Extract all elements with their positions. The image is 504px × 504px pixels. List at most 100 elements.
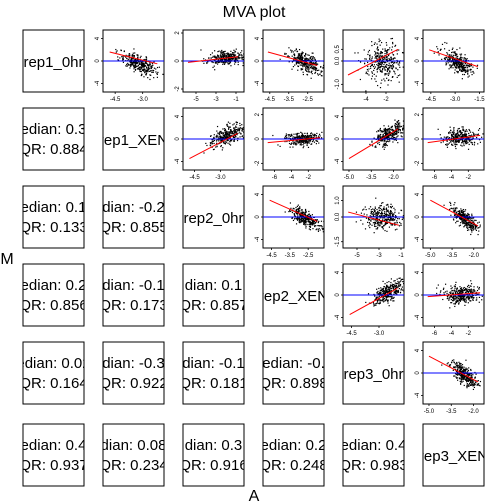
data-point — [452, 135, 454, 137]
data-point — [390, 299, 392, 301]
data-point — [234, 61, 236, 63]
data-point — [142, 63, 144, 65]
data-point — [386, 295, 388, 297]
x-tick-label: -4.5 — [346, 331, 357, 337]
data-point — [397, 282, 400, 284]
data-point — [230, 59, 232, 61]
data-point — [310, 61, 312, 63]
data-point — [399, 74, 401, 76]
data-point — [378, 57, 380, 59]
data-point — [385, 128, 387, 131]
data-point — [304, 140, 306, 142]
data-point — [448, 142, 451, 144]
data-point — [384, 61, 386, 64]
data-point — [387, 74, 390, 76]
data-point — [377, 68, 379, 70]
data-point — [379, 302, 381, 304]
data-point — [460, 290, 462, 292]
data-point — [402, 217, 404, 219]
data-point — [456, 56, 458, 58]
data-point — [398, 287, 400, 290]
data-point — [240, 52, 242, 54]
data-point — [397, 120, 399, 122]
data-point — [385, 208, 387, 211]
data-point — [474, 227, 476, 229]
data-point — [380, 51, 383, 54]
data-point — [454, 51, 456, 53]
data-point — [382, 66, 385, 68]
data-point — [377, 296, 379, 298]
data-point — [450, 295, 453, 297]
data-point — [314, 58, 316, 60]
data-point — [301, 133, 304, 135]
data-point — [386, 56, 388, 58]
data-point — [374, 54, 376, 56]
data-point — [454, 287, 456, 289]
y-tick-label: 4 — [415, 192, 421, 196]
data-point — [389, 293, 392, 295]
data-point — [375, 298, 377, 300]
data-point — [393, 219, 395, 221]
y-tick-label: 4 — [335, 270, 341, 274]
data-point — [354, 52, 356, 54]
y-tick-label: 2 — [415, 112, 421, 116]
data-point — [219, 61, 221, 63]
data-point — [378, 56, 380, 58]
data-point — [219, 139, 221, 141]
panel-frame — [22, 263, 85, 327]
data-point — [382, 145, 384, 147]
data-point — [397, 75, 399, 77]
data-point — [485, 128, 486, 129]
data-point — [222, 147, 224, 149]
median-label: edian: 0.3 — [21, 121, 87, 138]
data-point — [311, 143, 313, 145]
data-point — [391, 128, 394, 131]
data-point — [475, 219, 477, 222]
data-point — [399, 221, 401, 224]
data-point — [377, 62, 379, 64]
data-point — [381, 211, 383, 214]
data-point — [478, 288, 480, 290]
y-tick-label: -4 — [175, 158, 181, 164]
data-point — [241, 56, 243, 58]
x-ticks: -5 -3 -1 — [354, 248, 404, 259]
data-point — [449, 64, 452, 66]
data-point — [470, 71, 472, 73]
data-point — [305, 67, 307, 69]
data-point — [462, 223, 464, 225]
data-point — [454, 141, 456, 143]
data-point — [231, 133, 233, 135]
data-point — [398, 212, 400, 214]
data-point — [141, 63, 143, 65]
data-point — [392, 43, 394, 45]
data-point — [216, 136, 219, 138]
data-point — [293, 57, 295, 59]
data-point — [300, 69, 302, 71]
data-point — [308, 134, 310, 137]
data-point — [212, 56, 214, 58]
data-point — [388, 58, 390, 60]
data-point — [214, 55, 216, 57]
data-point — [309, 135, 311, 137]
data-point — [241, 57, 243, 59]
data-point — [303, 219, 305, 221]
data-point — [459, 299, 461, 301]
data-point — [314, 72, 316, 74]
data-point — [371, 41, 373, 43]
data-point — [467, 73, 469, 75]
data-point — [236, 134, 238, 136]
data-point — [142, 66, 144, 68]
data-point — [469, 131, 472, 133]
data-point — [463, 300, 465, 302]
panel-plot-area — [263, 199, 324, 233]
data-point — [454, 145, 457, 148]
data-point — [398, 225, 401, 227]
data-point — [399, 124, 401, 126]
data-point — [396, 53, 398, 55]
data-point — [215, 61, 217, 63]
data-point — [458, 299, 460, 301]
data-point — [376, 288, 378, 290]
y-tick-label: 2 — [255, 112, 261, 116]
data-point — [400, 132, 402, 134]
data-point — [288, 61, 290, 63]
